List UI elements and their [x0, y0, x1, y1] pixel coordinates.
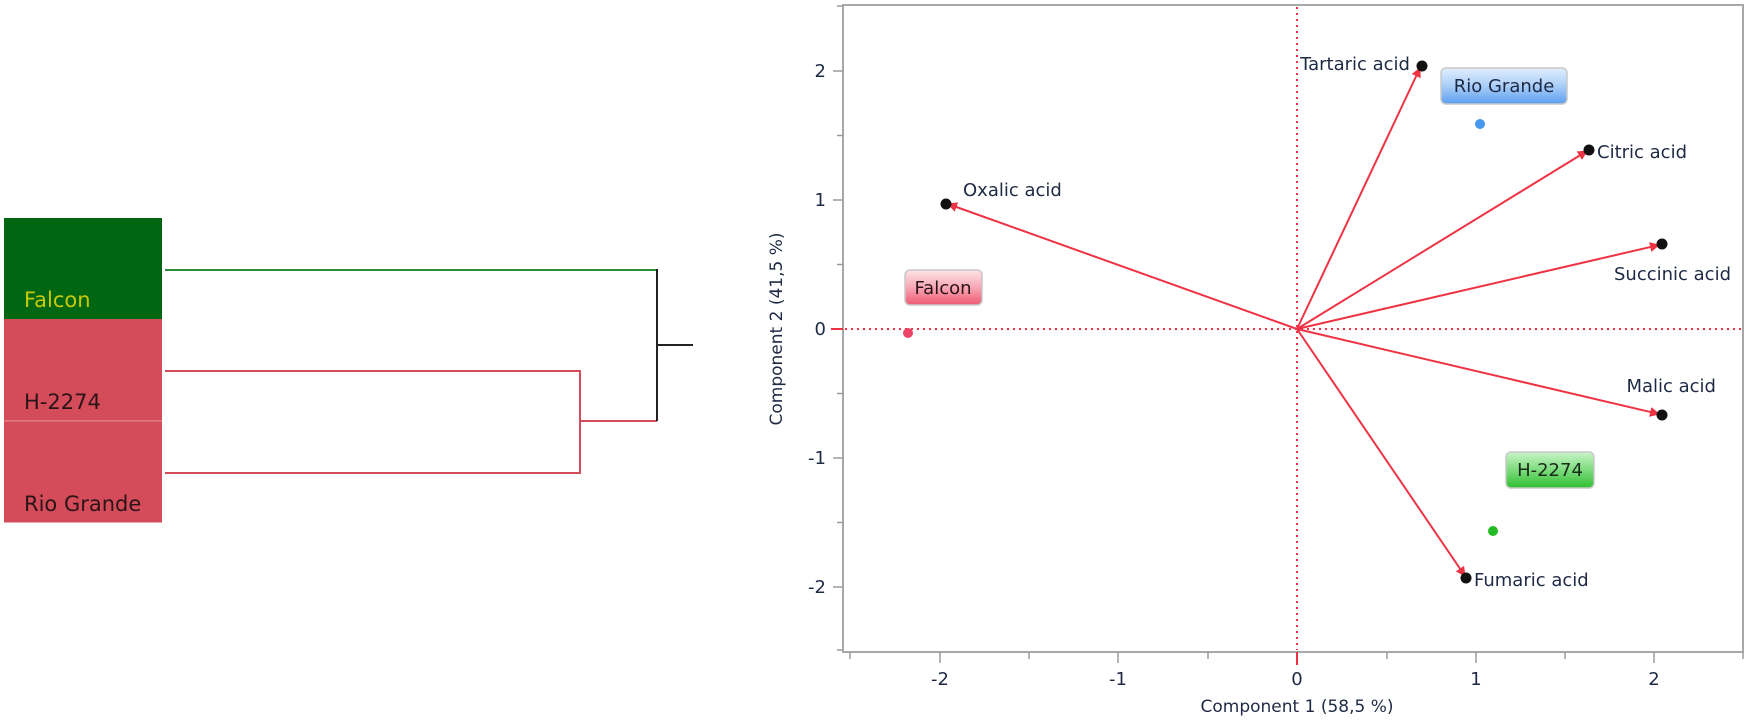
- endpoint-citric-acid: [1583, 144, 1595, 156]
- y-tick-label: 1: [815, 190, 826, 211]
- leaf-block-falcon: [4, 218, 162, 319]
- score-label-h2274: H-2274: [1517, 460, 1583, 481]
- arrow-oxalic-acid: [947, 202, 1298, 330]
- endpoint-fumaric-acid: [1460, 572, 1472, 584]
- leaf-label-falcon: Falcon: [24, 288, 91, 312]
- endpoint-tartaric-acid: [1416, 60, 1428, 72]
- y-tick-label: 0: [815, 319, 826, 340]
- score-point-h2274: [1488, 526, 1498, 536]
- score-label-box-h2274: [1505, 451, 1595, 489]
- endpoint-succinic-acid: [1656, 238, 1668, 250]
- score-falcon: Falcon: [903, 269, 983, 338]
- endpoint-oxalic-acid: [940, 198, 952, 210]
- x-tick-label: -2: [931, 669, 949, 690]
- leaf-block-h2274: [4, 319, 162, 421]
- y-tick-label: -1: [808, 448, 826, 469]
- loading-label-oxalic-acid: Oxalic acid: [963, 180, 1062, 201]
- loading-label-tartaric-acid: Tartaric acid: [1299, 54, 1410, 75]
- score-label-box-falcon: [904, 269, 983, 306]
- arrow-citric-acid: [1296, 150, 1588, 330]
- y-tick-label: -2: [808, 577, 826, 598]
- y-tick-label: 2: [815, 61, 826, 82]
- leaf-block-rio-grande: [4, 421, 162, 523]
- x-tick-label: 0: [1291, 669, 1302, 690]
- score-label-rio-grande: Rio Grande: [1454, 76, 1555, 97]
- loading-label-malic-acid: Malic acid: [1626, 376, 1716, 397]
- y-axis-label: Component 2 (41,5 %): [767, 233, 787, 426]
- y-axis: [833, 5, 843, 651]
- dendrogram: Falcon H-2274 Rio Grande: [4, 218, 693, 523]
- x-tick-labels: -2 -1 0 1 2: [931, 669, 1660, 690]
- loading-vectors: [947, 67, 1660, 577]
- arrow-malic-acid: [1296, 328, 1660, 417]
- arrow-fumaric-acid: [1296, 328, 1466, 577]
- score-point-rio-grande: [1475, 119, 1485, 129]
- loading-endpoints: [940, 60, 1668, 584]
- x-axis: [849, 652, 1744, 663]
- loading-labels: Tartaric acid Citric acid Oxalic acid Su…: [963, 54, 1731, 591]
- loading-label-fumaric-acid: Fumaric acid: [1474, 570, 1589, 591]
- biplot: 2 1 0 -1 -2 Component 2 (41,5 %) -2 -1 0…: [767, 4, 1744, 717]
- leaf-label-h2274: H-2274: [24, 390, 101, 414]
- y-tick-labels: 2 1 0 -1 -2: [808, 61, 826, 598]
- score-label-falcon: Falcon: [914, 278, 971, 299]
- arrow-tartaric-acid: [1296, 67, 1421, 330]
- x-axis-label: Component 1 (58,5 %): [1201, 697, 1394, 717]
- loading-label-citric-acid: Citric acid: [1597, 142, 1687, 163]
- branch-h2274-rio-grande: [165, 370, 581, 474]
- x-tick-label: -1: [1109, 669, 1127, 690]
- score-point-falcon: [903, 328, 913, 338]
- endpoint-malic-acid: [1656, 409, 1668, 421]
- score-h2274: H-2274: [1488, 451, 1595, 536]
- leaf-label-rio-grande: Rio Grande: [24, 492, 141, 516]
- x-tick-label: 1: [1470, 669, 1481, 690]
- loading-label-succinic-acid: Succinic acid: [1614, 264, 1731, 285]
- score-label-box-rio-grande: [1440, 67, 1568, 105]
- x-tick-label: 2: [1648, 669, 1659, 690]
- score-rio-grande: Rio Grande: [1440, 67, 1568, 129]
- arrow-succinic-acid: [1296, 242, 1660, 330]
